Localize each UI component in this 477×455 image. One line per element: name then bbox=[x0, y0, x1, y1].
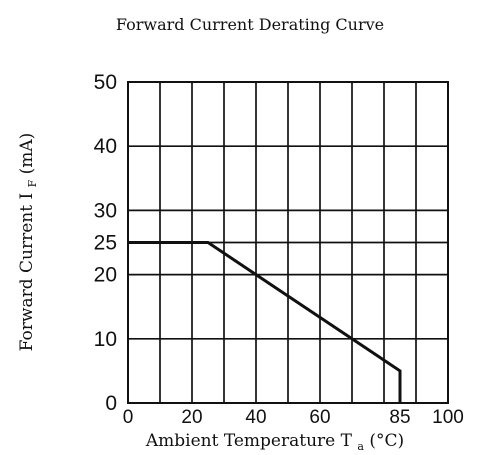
x-tick-label-85: 85 bbox=[389, 407, 410, 428]
x-tick-label-40: 40 bbox=[245, 407, 266, 428]
chart-title: Forward Current Derating Curve bbox=[116, 15, 384, 34]
x-tick-label-20: 20 bbox=[181, 407, 202, 428]
derating-curve-line-0 bbox=[128, 241, 402, 403]
x-tick-label-0: 0 bbox=[123, 407, 134, 428]
x-tick-label-60: 60 bbox=[309, 407, 330, 428]
plot-series bbox=[127, 241, 402, 404]
y-tick-label-30: 30 bbox=[94, 199, 117, 222]
y-tick-label-20: 20 bbox=[94, 264, 117, 287]
x-axis-label: Ambient Temperature T a (°C) bbox=[145, 431, 404, 455]
tick-labels: 0 10 20 25 30 40 50 0 20 40 60 85 100 bbox=[94, 71, 464, 428]
y-tick-label-0: 0 bbox=[105, 392, 117, 415]
y-tick-label-50: 50 bbox=[94, 71, 117, 94]
x-tick-label-100: 100 bbox=[432, 407, 464, 428]
y-tick-label-40: 40 bbox=[94, 135, 117, 158]
y-tick-label-25: 25 bbox=[94, 232, 117, 255]
y-tick-label-10: 10 bbox=[94, 328, 117, 351]
y-axis-label: Forward Current I F (mA) bbox=[17, 133, 41, 352]
